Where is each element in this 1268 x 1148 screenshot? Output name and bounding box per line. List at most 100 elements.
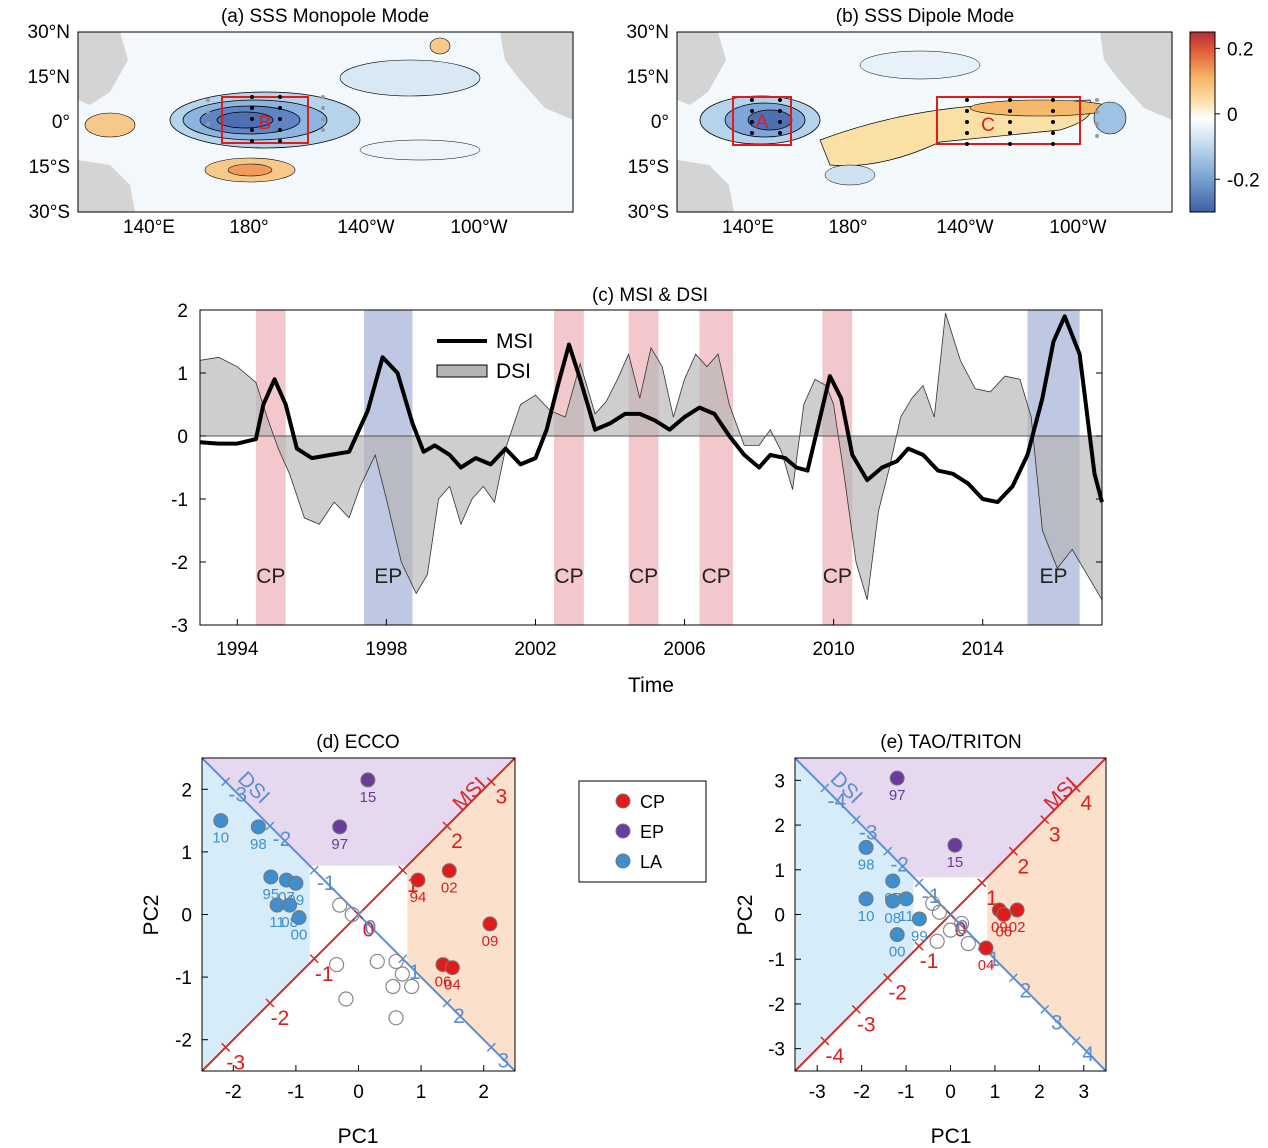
region-neutral bbox=[950, 877, 988, 952]
dsi-tick-label: -3 bbox=[859, 822, 878, 845]
event-point bbox=[996, 907, 1012, 922]
dsi-tick bbox=[353, 909, 364, 920]
y-tick-label: 2 bbox=[177, 301, 188, 322]
msi-tick-label: -2 bbox=[271, 1007, 290, 1030]
lat-tick: 30°S bbox=[628, 202, 669, 223]
panel-a: (a) SSS Monopole Mode bbox=[28, 6, 574, 238]
x-tick-label: 3 bbox=[1078, 1082, 1089, 1103]
x-tick-label: 2002 bbox=[514, 639, 556, 660]
lat-tick: 0° bbox=[651, 112, 669, 133]
legend-de-box bbox=[578, 780, 707, 883]
region-cp bbox=[358, 758, 515, 1071]
dsi-tick bbox=[945, 909, 956, 920]
y-tick-label: -3 bbox=[768, 1040, 785, 1061]
neutral-point bbox=[931, 904, 947, 920]
event-point bbox=[250, 819, 266, 835]
y-tick-label: 3 bbox=[774, 771, 785, 792]
tao-sites-a bbox=[250, 95, 282, 143]
legend-de-label: LA bbox=[640, 852, 662, 872]
msi-tick bbox=[265, 998, 275, 1008]
msi-tick bbox=[851, 1004, 861, 1014]
land-america bbox=[500, 32, 573, 120]
dsi-tick-label: -1 bbox=[317, 872, 336, 895]
event-point bbox=[911, 911, 927, 927]
event-point-year: 10 bbox=[212, 830, 229, 847]
box-b-label: B bbox=[259, 113, 272, 134]
y-tick-label: 0 bbox=[181, 906, 192, 927]
event-label: EP bbox=[374, 565, 402, 588]
event-point bbox=[332, 819, 348, 835]
dsi-tick-label: -3 bbox=[228, 784, 247, 807]
event-point-year: 00 bbox=[291, 927, 308, 944]
msi-tick-label: 4 bbox=[1080, 792, 1092, 815]
msi-tick bbox=[1008, 846, 1018, 856]
panel-c: (c) MSI & DSI CP EP CP CP CP CP EP 1994 1998 200… bbox=[171, 285, 1104, 697]
y-tick-label: 1 bbox=[774, 861, 785, 882]
box-a-label: A bbox=[756, 112, 769, 133]
tao-sites-a-grey bbox=[206, 95, 325, 132]
colorbar-tick-label: 0 bbox=[1227, 105, 1238, 126]
panel-b-map bbox=[677, 32, 1172, 212]
lon-tick: 100°W bbox=[450, 217, 507, 238]
legend-dsi-label: DSI bbox=[496, 360, 531, 383]
event-point-year: 04 bbox=[444, 977, 461, 994]
msi-tick bbox=[398, 865, 408, 875]
event-point bbox=[858, 891, 874, 907]
x-tick-label: 0 bbox=[353, 1082, 364, 1103]
neutral-point bbox=[369, 953, 385, 970]
neutral-point bbox=[929, 933, 945, 949]
event-band bbox=[255, 310, 286, 625]
lat-tick: 30°N bbox=[28, 22, 70, 43]
box-c-label: C bbox=[981, 115, 995, 136]
dsi-tick-label: 4 bbox=[1082, 1043, 1094, 1066]
legend-de-swatch bbox=[615, 793, 631, 809]
panel-b: (b) SSS Dipole Mode bbox=[627, 6, 1173, 238]
event-point-year: 98 bbox=[858, 856, 875, 873]
neutral-point bbox=[388, 1010, 404, 1026]
msi-tick bbox=[221, 1042, 231, 1052]
region-ep bbox=[795, 758, 1106, 915]
dsi-tick-label: 2 bbox=[453, 1005, 465, 1028]
panel-d: (d) ECCO PC1 PC2 -3-2-10123-3-2-10123MSI… bbox=[140, 732, 516, 1148]
panel-e-xlabel: PC1 bbox=[931, 1125, 972, 1148]
panel-c-frame bbox=[199, 309, 1103, 626]
neutral-point bbox=[942, 922, 959, 938]
lon-tick: 140°W bbox=[337, 217, 394, 238]
x-tick-label: 1998 bbox=[365, 639, 407, 660]
x-tick-label: -3 bbox=[809, 1082, 826, 1103]
msi-tick-label: 1 bbox=[407, 874, 419, 897]
msi-tick bbox=[1071, 783, 1081, 793]
neutral-point bbox=[388, 953, 404, 970]
lat-tick: 30°S bbox=[29, 202, 70, 223]
region-neutral bbox=[202, 914, 515, 1071]
y-tick-label: -2 bbox=[171, 553, 188, 574]
event-point-year: 97 bbox=[889, 787, 906, 804]
land-asia bbox=[677, 32, 726, 105]
event-point-year: 02 bbox=[441, 880, 458, 897]
dsi-tick-label: 0 bbox=[957, 917, 969, 940]
x-tick-label: 1994 bbox=[216, 639, 259, 660]
region-neutral bbox=[309, 865, 359, 964]
x-tick-label: 0 bbox=[945, 1082, 956, 1103]
dsi-tick bbox=[914, 878, 924, 888]
lat-tick: 15°S bbox=[628, 157, 669, 178]
panel-c-xlabel: Time bbox=[628, 674, 674, 697]
box-a bbox=[732, 96, 792, 146]
x-tick-label: 2 bbox=[478, 1082, 489, 1103]
neutral-point bbox=[960, 935, 976, 952]
y-tick-label: -3 bbox=[171, 616, 188, 637]
event-point-year: 09 bbox=[482, 933, 499, 950]
lat-tick: 30°N bbox=[627, 22, 669, 43]
lat-tick: 0° bbox=[52, 112, 70, 133]
region-neutral bbox=[913, 877, 951, 952]
msi-line bbox=[199, 314, 1104, 505]
event-point-year: 11 bbox=[269, 914, 285, 931]
region-cp bbox=[950, 758, 1106, 1071]
dsi-tick-label: 3 bbox=[497, 1049, 509, 1072]
y-tick-label: -1 bbox=[768, 950, 785, 971]
lon-tick: 140°E bbox=[123, 217, 175, 238]
msi-tick-label: 2 bbox=[1017, 855, 1029, 878]
dsi-tick bbox=[820, 783, 830, 793]
x-tick-label: 2 bbox=[1034, 1082, 1045, 1103]
